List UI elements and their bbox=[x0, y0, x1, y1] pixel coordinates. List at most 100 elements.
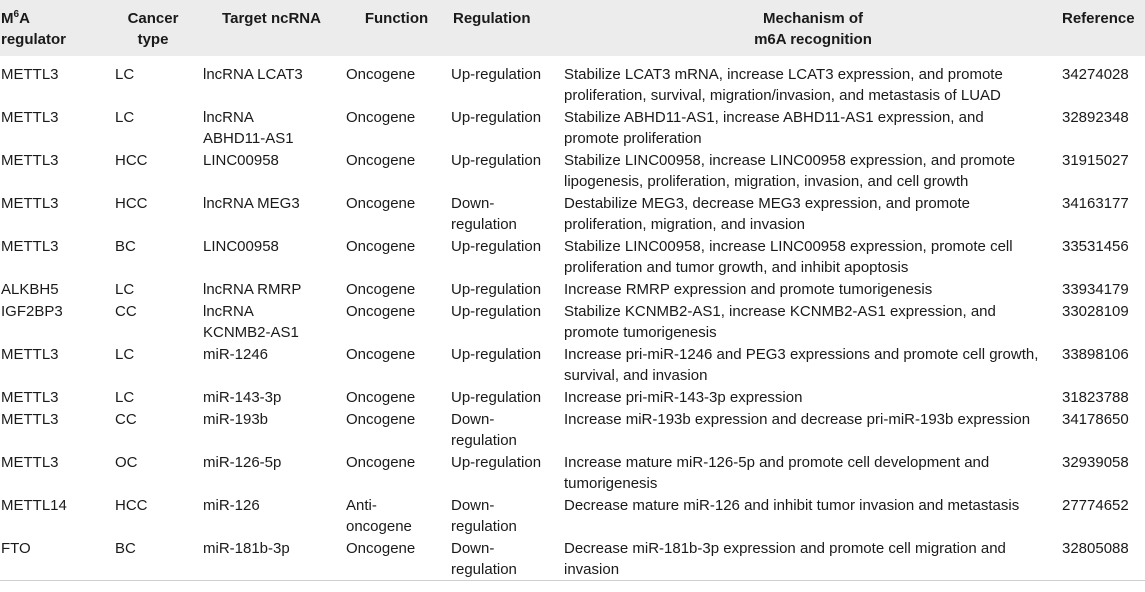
mechanism-cell: Increase pri-miR-1246 and PEG3 expressio… bbox=[564, 346, 1039, 384]
reference-cell: 31915027 bbox=[1062, 152, 1129, 169]
reference-cell: 33531456 bbox=[1062, 238, 1129, 255]
function-cell: Oncogene bbox=[346, 454, 416, 471]
mechanism-cell: Stabilize LINC00958, increase LINC00958 … bbox=[564, 152, 1016, 190]
function-cell: Oncogene bbox=[346, 346, 416, 363]
table-row: METTL3 LC miR-1246 Oncogene Up-regulation Inc… bbox=[0, 343, 1145, 386]
reference-cell: 34163177 bbox=[1062, 195, 1129, 212]
function-cell: Oncogene bbox=[346, 281, 416, 298]
mechanism-cell: Stabilize LCAT3 mRNA, increase LCAT3 exp… bbox=[564, 66, 1003, 104]
cancer-type-cell: LC bbox=[115, 66, 135, 83]
target-ncrna-cell: miR-126 bbox=[203, 497, 260, 514]
regulator-cell: IGF2BP3 bbox=[1, 303, 63, 320]
regulation-cell: Up-regulation bbox=[451, 281, 542, 298]
regulation-cell: Up-regulation bbox=[451, 109, 542, 126]
regulator-cell: METTL3 bbox=[1, 238, 59, 255]
reference-cell: 33934179 bbox=[1062, 281, 1129, 298]
header-cancer-type: Cancer type bbox=[127, 10, 179, 48]
regulator-cell: METTL3 bbox=[1, 152, 59, 169]
regulator-cell: METTL3 bbox=[1, 109, 59, 126]
table-row: METTL3 LC lncRNA ABHD11-AS1 Oncogene Up-regu… bbox=[0, 106, 1145, 149]
regulator-cell: ALKBH5 bbox=[1, 281, 59, 298]
mechanism-cell: Stabilize KCNMB2-AS1, increase KCNMB2-AS… bbox=[564, 303, 996, 341]
regulation-cell: Down- regulation bbox=[451, 497, 517, 535]
table-row: METTL3 BC LINC00958 Oncogene Up-regulation St… bbox=[0, 235, 1145, 278]
cancer-type-cell: LC bbox=[115, 109, 135, 126]
cancer-type-cell: HCC bbox=[115, 195, 148, 212]
header-function: Function bbox=[364, 10, 429, 27]
regulation-cell: Up-regulation bbox=[451, 238, 542, 255]
reference-cell: 32892348 bbox=[1062, 109, 1129, 126]
regulator-cell: METTL3 bbox=[1, 346, 59, 363]
function-cell: Oncogene bbox=[346, 195, 416, 212]
regulation-cell: Up-regulation bbox=[451, 389, 542, 406]
target-ncrna-cell: lncRNA LCAT3 bbox=[203, 66, 303, 83]
target-ncrna-cell: miR-126-5p bbox=[203, 454, 282, 471]
function-cell: Oncogene bbox=[346, 66, 416, 83]
table-row: METTL3 HCC LINC00958 Oncogene Up-regulation S… bbox=[0, 149, 1145, 192]
regulation-cell: Up-regulation bbox=[451, 454, 542, 471]
target-ncrna-cell: miR-143-3p bbox=[203, 389, 282, 406]
table-row: METTL3 LC miR-143-3p Oncogene Up-regulation I… bbox=[0, 386, 1145, 408]
regulation-cell: Up-regulation bbox=[451, 303, 542, 320]
function-cell: Oncogene bbox=[346, 303, 416, 320]
target-ncrna-cell: miR-193b bbox=[203, 411, 269, 428]
target-ncrna-cell: lncRNA ABHD11-AS1 bbox=[203, 109, 294, 147]
function-cell: Oncogene bbox=[346, 411, 416, 428]
mechanism-cell: Decrease mature miR-126 and inhibit tumo… bbox=[564, 497, 1020, 514]
table-row: METTL3 OC miR-126-5p Oncogene Up-regulation I… bbox=[0, 451, 1145, 494]
reference-cell: 27774652 bbox=[1062, 497, 1129, 514]
regulator-cell: METTL14 bbox=[1, 497, 67, 514]
reference-cell: 34274028 bbox=[1062, 66, 1129, 83]
cancer-type-cell: HCC bbox=[115, 497, 148, 514]
table-row: METTL3 CC miR-193b Oncogene Down- regulation… bbox=[0, 408, 1145, 451]
table-row: METTL3 HCC lncRNA MEG3 Oncogene Down- regula… bbox=[0, 192, 1145, 235]
regulation-cell: Up-regulation bbox=[451, 152, 542, 169]
regulator-cell: METTL3 bbox=[1, 411, 59, 428]
cancer-type-cell: CC bbox=[115, 411, 137, 428]
target-ncrna-cell: miR-181b-3p bbox=[199, 537, 344, 581]
reference-cell: 34178650 bbox=[1062, 411, 1129, 428]
target-ncrna-cell: LINC00958 bbox=[203, 152, 279, 169]
header-reference: Reference bbox=[1062, 10, 1135, 27]
mechanism-cell: Destabilize MEG3, decrease MEG3 expressi… bbox=[564, 195, 971, 233]
function-cell: Oncogene bbox=[344, 537, 449, 581]
cancer-type-cell: HCC bbox=[115, 152, 148, 169]
table-row: ALKBH5 LC lncRNA RMRP Oncogene Up-regulation… bbox=[0, 278, 1145, 300]
reference-cell: 32805088 bbox=[1062, 537, 1145, 581]
regulation-cell: Up-regulation bbox=[451, 346, 542, 363]
cancer-type-cell: BC bbox=[115, 238, 136, 255]
function-cell: Oncogene bbox=[346, 109, 416, 126]
regulation-cell: Down- regulation bbox=[451, 411, 517, 449]
reference-cell: 32939058 bbox=[1062, 454, 1129, 471]
target-ncrna-cell: lncRNA MEG3 bbox=[203, 195, 300, 212]
mechanism-cell: Increase RMRP expression and promote tum… bbox=[564, 281, 933, 298]
regulator-cell: METTL3 bbox=[1, 195, 59, 212]
regulation-cell: Up-regulation bbox=[451, 66, 542, 83]
cancer-type-cell: BC bbox=[107, 537, 199, 581]
table-row: FTO BC miR-181b-3p Oncogene Down- regulation… bbox=[0, 537, 1145, 581]
table-row: METTL14 HCC miR-126 Anti- oncogene Down- reg… bbox=[0, 494, 1145, 537]
header-regulator: M6A regulator bbox=[1, 9, 67, 49]
cancer-type-cell: CC bbox=[115, 303, 137, 320]
mechanism-cell: Increase miR-193b expression and decreas… bbox=[564, 411, 1031, 428]
header-row: M6A regulator Cancer type Target ncRNA F… bbox=[0, 0, 1145, 56]
cancer-type-cell: LC bbox=[115, 389, 135, 406]
mechanism-cell: Stabilize LINC00958, increase LINC00958 … bbox=[564, 238, 1013, 276]
table-row: IGF2BP3 CC lncRNA KCNMB2-AS1 Oncogene Up-reg… bbox=[0, 300, 1145, 343]
header-mechanism: Mechanism of m6A recognition bbox=[754, 10, 872, 48]
mechanism-cell: Stabilize ABHD11-AS1, increase ABHD11-AS… bbox=[564, 109, 984, 147]
function-cell: Oncogene bbox=[346, 389, 416, 406]
target-ncrna-cell: LINC00958 bbox=[203, 238, 279, 255]
header-regulation: Regulation bbox=[453, 10, 531, 27]
regulator-cell: METTL3 bbox=[1, 454, 59, 471]
target-ncrna-cell: lncRNA KCNMB2-AS1 bbox=[203, 303, 299, 341]
function-cell: Anti- oncogene bbox=[346, 497, 412, 535]
header-target-ncrna: Target ncRNA bbox=[222, 10, 321, 27]
regulator-cell: METTL3 bbox=[1, 66, 59, 83]
cancer-type-cell: LC bbox=[115, 281, 135, 298]
reference-cell: 33898106 bbox=[1062, 346, 1129, 363]
target-ncrna-cell: lncRNA RMRP bbox=[203, 281, 302, 298]
mechanism-cell: Decrease miR-181b-3p expression and prom… bbox=[564, 537, 1062, 581]
table-row: METTL3 LC lncRNA LCAT3 Oncogene Up-regulatio… bbox=[0, 56, 1145, 106]
